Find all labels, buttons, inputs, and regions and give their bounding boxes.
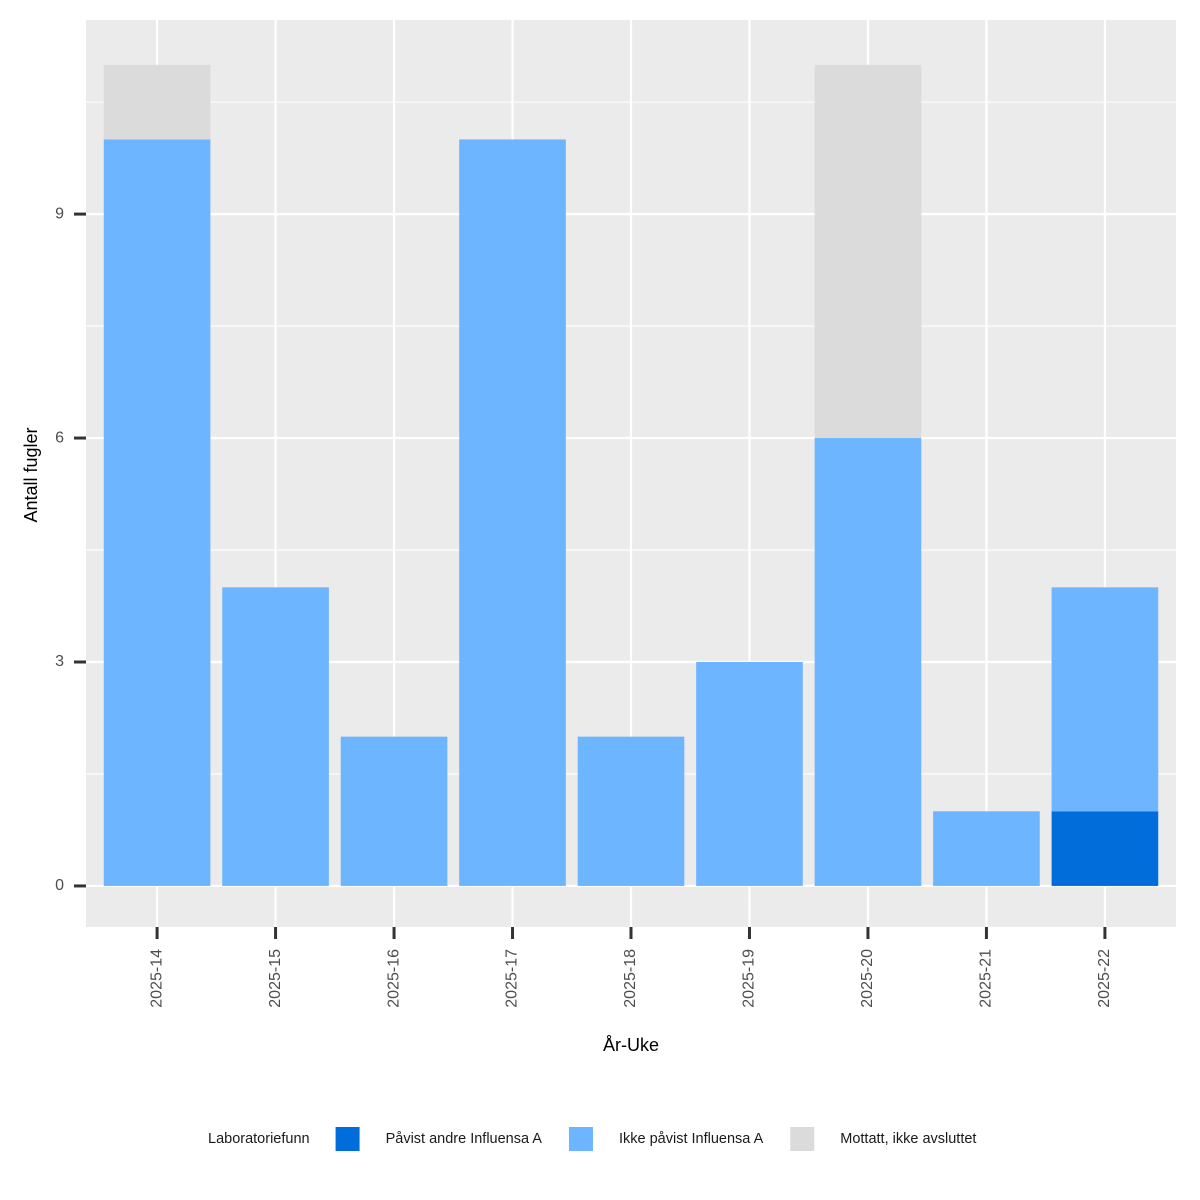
legend: Laboratoriefunn Påvist andre Influensa A I… [208,1125,976,1153]
x-tick-label: 2025-15 [267,949,284,1008]
bar-segment [814,438,922,886]
x-axis-title: År-Uke [603,1035,659,1055]
bar-segment [222,587,329,886]
y-tick-label: 0 [55,877,64,894]
axes: 0 3 6 9 2025-14 2025-15 2025-16 2025-17 2025-18 2… [55,205,1113,1007]
y-tick-label: 3 [55,653,64,670]
bar-segment [933,811,1040,886]
bar-segment [577,736,685,886]
legend-label: Påvist andre Influensa A [386,1131,543,1147]
x-tick-label: 2025-20 [859,949,876,1008]
bar-segment [696,661,803,886]
y-axis-title: Antall fugler [21,427,41,522]
bar-segment [459,139,566,886]
x-tick-label: 2025-17 [504,949,521,1008]
x-tick-label: 2025-22 [1096,949,1113,1008]
x-tick-label: 2025-14 [148,949,165,1008]
y-tick-label: 6 [55,429,64,446]
x-tick-label: 2025-16 [385,949,402,1008]
bar-segment [1051,811,1159,886]
legend-title: Laboratoriefunn [208,1131,310,1147]
y-tick-label: 9 [55,205,64,222]
bar-segment [103,64,211,140]
bars [103,64,1159,886]
bar-segment [340,736,448,886]
legend-label: Mottatt, ikke avsluttet [840,1131,976,1147]
legend-key [333,1125,362,1153]
bar-segment [1051,587,1159,812]
legend-label: Ikke påvist Influensa A [619,1131,764,1147]
x-tick-label: 2025-21 [978,949,995,1008]
x-tick-label: 2025-18 [622,949,639,1008]
legend-key [788,1125,817,1153]
x-tick-label: 2025-19 [741,949,758,1008]
bar-segment [814,64,922,439]
legend-key [566,1125,595,1153]
bar-segment [103,139,211,886]
